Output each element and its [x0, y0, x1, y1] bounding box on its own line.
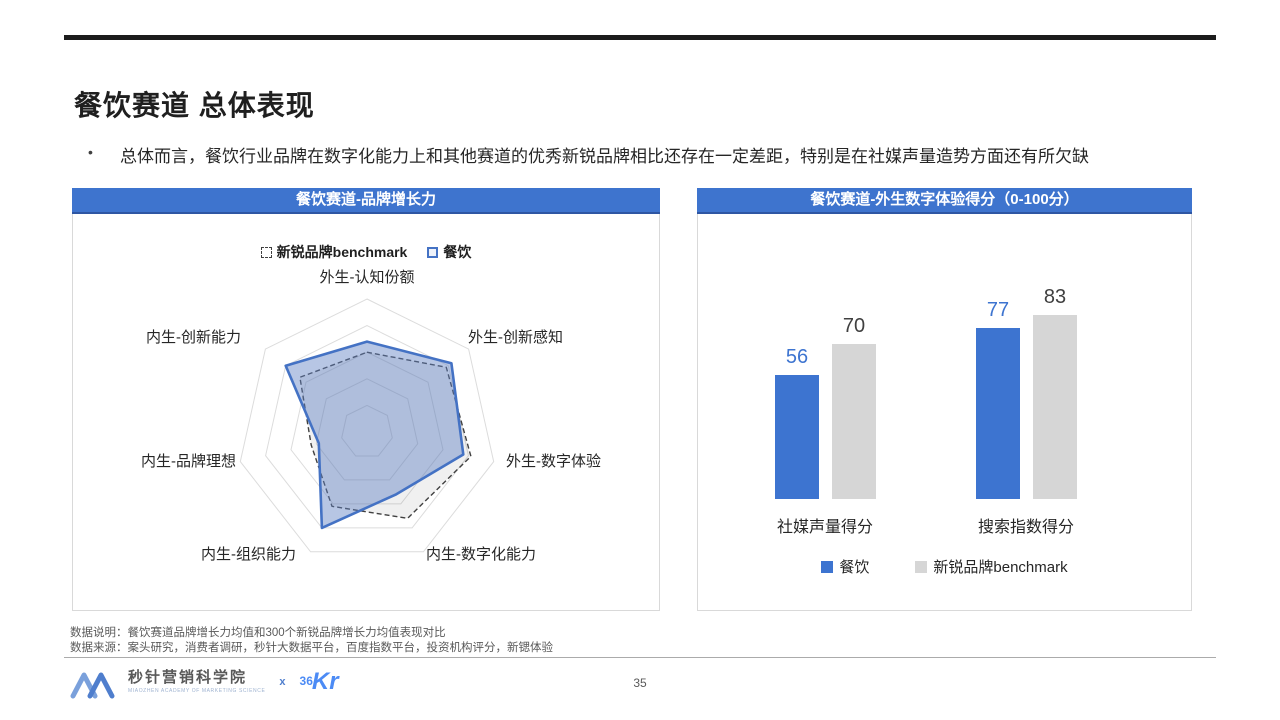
benchmark-legend-marker-icon: [260, 246, 272, 258]
bar-legend-item-canyin: 餐饮: [821, 556, 869, 577]
footnote-data-note: 数据说明：餐饮赛道品牌增长力均值和300个新锐品牌增长力均值表现对比: [70, 627, 446, 639]
collab-x-label: x: [279, 676, 286, 688]
bar-social-canyin: 56: [775, 346, 819, 499]
bar-panel: 餐饮赛道-外生数字体验得分（0-100分） 56 70 77 83 社媒声量得分…: [697, 188, 1192, 611]
bar-legend-item-benchmark: 新锐品牌benchmark: [915, 556, 1068, 577]
bar-legend-label-canyin: 餐饮: [839, 559, 870, 576]
footnote-data-source: 数据来源：案头研究，消费者调研，秒针大数据平台，百度指数平台，投资机构评分，新锶…: [70, 642, 553, 654]
brand-block: 秒针营销科学院 MIAOZHEN ACADEMY OF MARKETING SC…: [128, 669, 266, 694]
radar-axis-label-2: 外生-数字体验: [506, 453, 601, 470]
radar-axis-label-6: 内生-创新能力: [146, 329, 241, 346]
page-number: 35: [633, 676, 647, 690]
brand-name-cn: 秒针营销科学院: [128, 669, 248, 686]
bar-value-label-search-canyin: 77: [986, 299, 1010, 321]
page-title: 餐饮赛道 总体表现: [74, 90, 315, 121]
radar-chart: [239, 298, 495, 553]
bar-search-benchmark: 83: [1033, 286, 1077, 499]
bar-value-label-social-canyin: 56: [785, 346, 809, 368]
bar-category-label-search: 搜索指数得分: [977, 519, 1074, 536]
top-rule: [64, 35, 1216, 40]
radar-grid-ring: [265, 325, 469, 529]
radar-grid-ring: [341, 404, 393, 457]
radar-axis-label-1: 外生-创新感知: [468, 329, 563, 346]
summary-bullet: • 总体而言，餐饮行业品牌在数字化能力上和其他赛道的优秀新锐品牌相比还存在一定差…: [88, 142, 1198, 167]
benchmark-swatch-icon: [915, 560, 928, 573]
36kr-logo-kr: Kr: [311, 668, 339, 695]
bar-search-canyin: 77: [976, 299, 1020, 499]
bullet-marker: •: [88, 144, 93, 160]
radar-panel: 餐饮赛道-品牌增长力 新锐品牌benchmark 餐饮 外生-认知份额 外生-创…: [72, 188, 660, 611]
radar-panel-body: 新锐品牌benchmark 餐饮 外生-认知份额 外生-创新感知 外生-数字体验…: [72, 214, 660, 611]
radar-axis-label-5: 内生-品牌理想: [141, 453, 236, 470]
radar-legend-item-canyin: 餐饮: [427, 242, 471, 262]
radar-legend: 新锐品牌benchmark 餐饮: [73, 242, 659, 262]
bar-category-label-social: 社媒声量得分: [776, 519, 873, 536]
brand-name-en: MIAOZHEN ACADEMY OF MARKETING SCIENCE: [128, 687, 266, 694]
radar-grid-ring: [315, 378, 419, 481]
bar-panel-header: 餐饮赛道-外生数字体验得分（0-100分）: [697, 188, 1192, 214]
radar-grid-ring: [290, 351, 444, 505]
36kr-logo: 36 Kr: [300, 668, 339, 696]
bar-panel-body: 56 70 77 83 社媒声量得分 搜索指数得分 餐饮 新锐品牌benchma…: [697, 214, 1192, 611]
footer-brand-bar: 秒针营销科学院 MIAOZHEN ACADEMY OF MARKETING SC…: [70, 665, 339, 699]
radar-axis-label-3: 内生-数字化能力: [426, 546, 536, 563]
radar-legend-label-benchmark: 新锐品牌benchmark: [276, 244, 408, 260]
miaozhen-logo-icon: [70, 672, 115, 699]
radar-axis-label-4: 内生-组织能力: [201, 546, 296, 563]
radar-legend-item-benchmark: 新锐品牌benchmark: [260, 242, 408, 262]
bar-social-benchmark: 70: [832, 315, 876, 499]
footer-divider: [64, 657, 1216, 658]
radar-panel-header: 餐饮赛道-品牌增长力: [72, 188, 660, 214]
radar-grid-ring: [239, 298, 495, 553]
radar-series-canyin: [284, 340, 465, 530]
bar-value-label-social-benchmark: 70: [842, 315, 866, 337]
canyin-legend-marker-icon: [427, 246, 439, 258]
radar-axis-label-0: 外生-认知份额: [319, 269, 415, 286]
canyin-swatch-icon: [821, 560, 834, 573]
bar-legend-label-benchmark: 新锐品牌benchmark: [933, 559, 1068, 576]
summary-bullet-text: 总体而言，餐饮行业品牌在数字化能力上和其他赛道的优秀新锐品牌相比还存在一定差距，…: [120, 147, 1089, 166]
radar-legend-label-canyin: 餐饮: [443, 244, 472, 260]
bar-legend: 餐饮 新锐品牌benchmark: [698, 556, 1191, 577]
bar-value-label-search-benchmark: 83: [1043, 286, 1067, 308]
36kr-logo-36: 36: [299, 674, 313, 688]
